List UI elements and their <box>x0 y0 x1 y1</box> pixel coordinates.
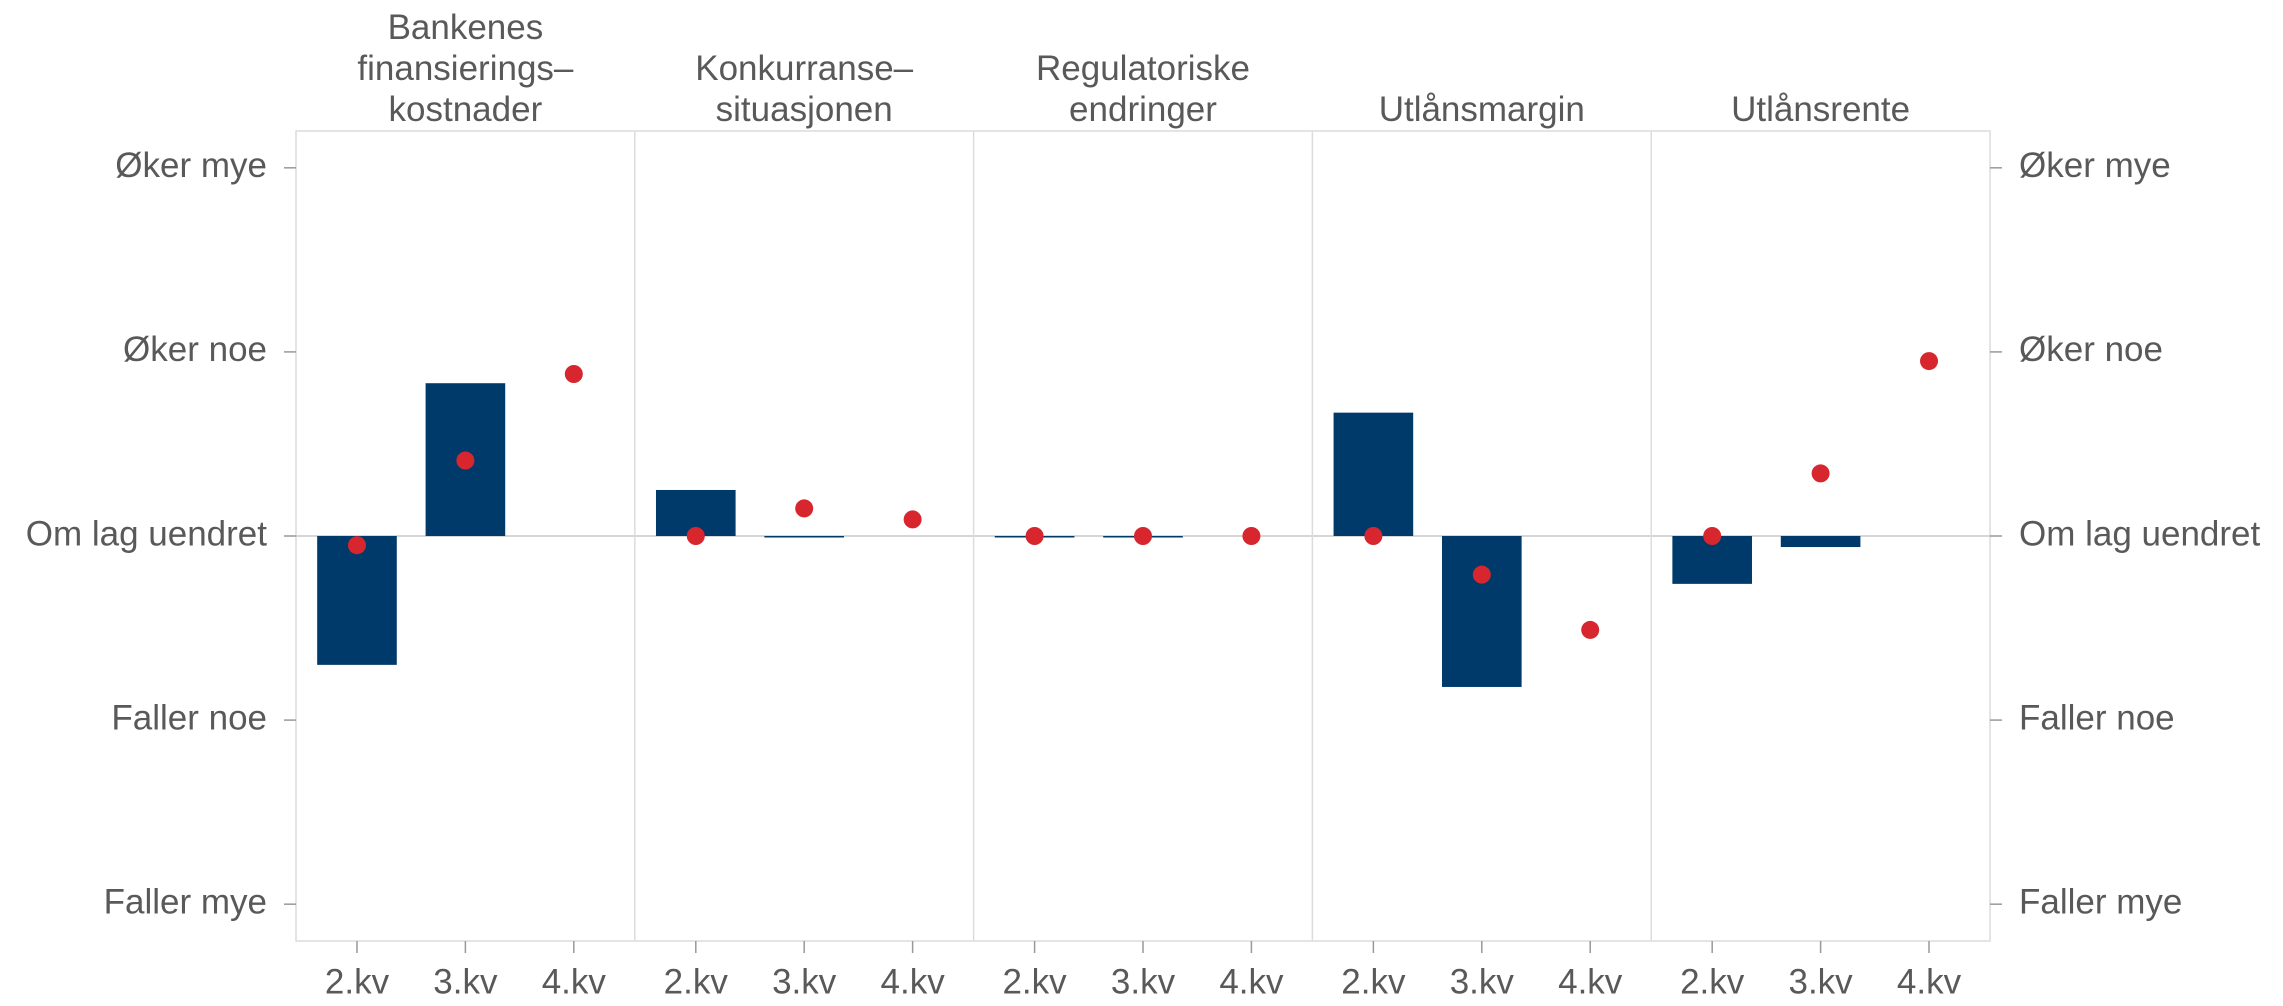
x-tick-label: 4.kv <box>1219 962 1284 1001</box>
dot <box>1242 527 1261 545</box>
dot <box>1364 527 1383 545</box>
dot <box>1581 620 1600 639</box>
panel-title-line: Konkurranse– <box>695 49 913 88</box>
dot <box>1472 565 1491 584</box>
panel-title-line: Bankenes <box>388 8 544 47</box>
bar <box>1333 412 1414 536</box>
panel-title-line: Regulatoriske <box>1036 49 1250 88</box>
panel-title-line: kostnader <box>389 90 543 129</box>
bar <box>764 536 845 538</box>
x-tick-label: 3.kv <box>1788 962 1853 1001</box>
x-tick-label: 2.kv <box>1680 962 1745 1001</box>
panel-title-line: Utlånsmargin <box>1379 90 1585 129</box>
dot <box>347 536 366 555</box>
dot <box>1811 464 1830 483</box>
x-tick-label: 4.kv <box>1558 962 1623 1001</box>
x-tick-label: 3.kv <box>433 962 498 1001</box>
dot <box>1134 527 1152 545</box>
dot <box>1703 527 1722 545</box>
x-tick-label: 3.kv <box>772 962 837 1001</box>
x-tick-label: 4.kv <box>1897 962 1962 1001</box>
bar <box>1441 536 1522 687</box>
dot <box>1920 352 1939 371</box>
panel-title: Regulatoriske endringer <box>1036 49 1250 129</box>
panel-title-line: situasjonen <box>716 90 893 129</box>
x-tick-label: 3.kv <box>1111 962 1176 1001</box>
y-tick-label: Øker noe <box>123 330 267 369</box>
panel-title: Utlånsrente <box>1731 90 1910 129</box>
dot <box>1025 527 1044 545</box>
panel-title: Bankenes finansierings– kostnader <box>357 8 573 129</box>
y-tick-label: Faller noe <box>111 698 267 737</box>
y-tick-label: Faller noe <box>2019 698 2175 737</box>
x-tick-label: 4.kv <box>542 962 607 1001</box>
y-tick-label: Faller mye <box>104 882 267 921</box>
panel-title-line: endringer <box>1069 90 1217 129</box>
panel-title: Konkurranse– situasjonen <box>695 49 913 129</box>
bar <box>317 536 397 665</box>
bar <box>1780 536 1861 548</box>
dot <box>795 499 814 518</box>
x-tick-label: 2.kv <box>1341 962 1406 1001</box>
x-tick-label: 2.kv <box>664 962 729 1001</box>
panel-title: Utlånsmargin <box>1379 90 1585 129</box>
dot <box>686 527 705 545</box>
x-tick-label: 2.kv <box>325 962 390 1001</box>
y-tick-label: Om lag uendret <box>26 514 268 553</box>
panel-title-line: finansierings– <box>357 49 573 88</box>
y-tick-label: Faller mye <box>2019 882 2182 921</box>
panel-title-line: Utlånsrente <box>1731 90 1910 129</box>
dot <box>564 365 583 383</box>
y-tick-label: Øker noe <box>2019 330 2163 369</box>
y-tick-label: Øker mye <box>2019 146 2171 185</box>
dot <box>903 510 922 529</box>
dot <box>456 451 475 470</box>
x-tick-label: 2.kv <box>1002 962 1067 1001</box>
x-tick-label: 3.kv <box>1450 962 1515 1001</box>
x-tick-label: 4.kv <box>881 962 946 1001</box>
y-tick-label: Om lag uendret <box>2019 514 2261 553</box>
y-tick-label: Øker mye <box>115 146 267 185</box>
